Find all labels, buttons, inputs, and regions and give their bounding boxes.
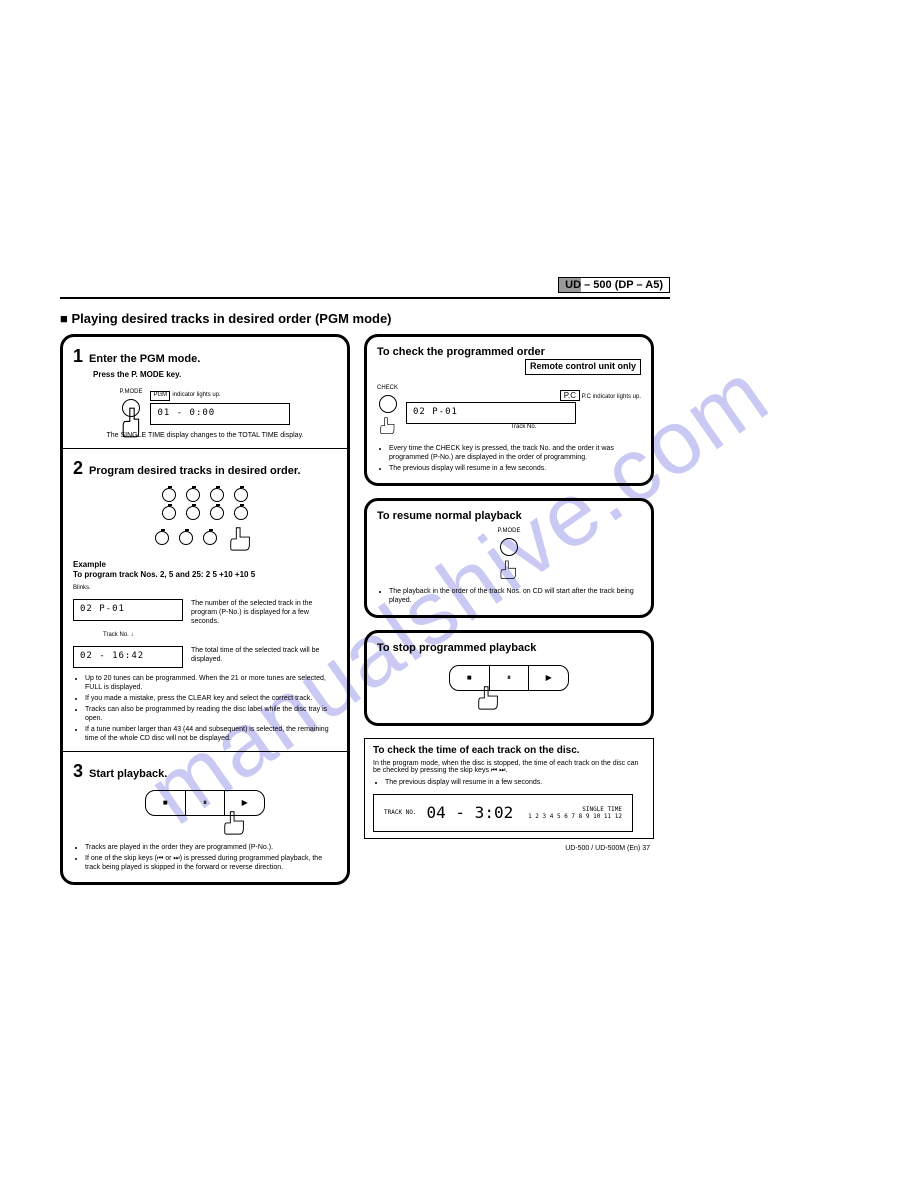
pmode-button-icon [500, 538, 518, 556]
numeric-keypad-icon [145, 488, 265, 552]
step2-disp2-note: The total time of the selected track wil… [191, 646, 337, 664]
hand-icon [475, 683, 503, 711]
step2-head: 2 Program desired tracks in desired orde… [73, 457, 337, 480]
step1-head: 1 Enter the PGM mode. [73, 345, 337, 368]
steps-box: 1 Enter the PGM mode. Press the P. MODE … [60, 334, 350, 885]
step2-bullets: Up to 20 tunes can be programmed. When t… [73, 674, 337, 744]
model-header: UD – 500 (DP – A5) [60, 275, 670, 293]
step1-subtitle: Press the P. MODE key. [93, 370, 337, 380]
pgm-indicator: PGM [150, 391, 170, 401]
step1-display: 01 - 0:00 [150, 403, 290, 425]
time-title: To check the time of each track on the d… [373, 745, 645, 756]
left-column: 1 Enter the PGM mode. Press the P. MODE … [60, 334, 350, 897]
track-time-box: To check the time of each track on the d… [364, 738, 654, 839]
resume-title: To resume normal playback [377, 509, 641, 523]
check-btn-label: CHECK [377, 385, 398, 393]
step3-bullets: Tracks are played in the order they are … [73, 843, 337, 872]
step1-title: Enter the PGM mode. [89, 352, 200, 366]
model-label: UD – 500 (DP – A5) [558, 277, 670, 293]
hand-icon [498, 558, 520, 580]
example-label: Example [73, 560, 337, 570]
check-bullets: Every time the CHECK key is pressed, the… [377, 444, 641, 473]
step2-title: Program desired tracks in desired order. [89, 464, 301, 478]
time-intro: In the program mode, when the disc is st… [373, 760, 645, 775]
pmode-button-icon [122, 399, 140, 417]
resume-box: To resume normal playback P.MODE The pla… [364, 498, 654, 618]
step3-title: Start playback. [89, 767, 167, 781]
resume-bullet: The playback in the order of the track N… [377, 587, 641, 605]
check-track-label: Track No. [406, 424, 641, 432]
pc-indicator-note: P.C P.C indicator lights up. [406, 391, 641, 402]
time-bullet: The previous display will resume in a fe… [373, 779, 645, 786]
resume-btn-label: P.MODE [377, 528, 641, 536]
check-order-box: To check the programmed order Remote con… [364, 334, 654, 486]
step2-disp1-note: The number of the selected track in the … [191, 599, 337, 626]
remote-only-badge: Remote control unit only [525, 359, 641, 375]
blinks-label: Blinks. [73, 585, 337, 593]
step2-display1: 02 P-01 [73, 599, 183, 621]
track-no-arrow: Track No. ↓ [103, 632, 337, 640]
hand-icon [221, 808, 249, 836]
pgm-indicator-note: indicator lights up. [172, 392, 220, 398]
example-text: To program track Nos. 2, 5 and 25: 2 5 +… [73, 570, 337, 580]
check-button-icon [379, 395, 397, 413]
step3-head: 3 Start playback. [73, 760, 337, 783]
right-column: To check the programmed order Remote con… [364, 334, 654, 897]
step2-display2: 02 - 16:42 [73, 646, 183, 668]
step2-number: 2 [73, 457, 83, 480]
pmode-btn-label: P.MODE [120, 389, 143, 397]
hand-icon [227, 524, 255, 552]
step3-number: 3 [73, 760, 83, 783]
stop-box: To stop programmed playback ■⏸▶ [364, 630, 654, 726]
section-title: Playing desired tracks in desired order … [60, 311, 670, 326]
step1-number: 1 [73, 345, 83, 368]
manual-page: UD – 500 (DP – A5) Playing desired track… [60, 275, 670, 897]
step1-caption: The SINGLE TIME display changes to the T… [73, 431, 337, 440]
header-rule [60, 297, 670, 299]
time-display: TRACK NO. 04 - 3:02 SINGLE TIME 1 2 3 4 … [373, 794, 633, 832]
stop-buttons-icon: ■⏸▶ [449, 665, 569, 691]
stop-title: To stop programmed playback [377, 641, 641, 655]
check-title: To check the programmed order [377, 346, 545, 358]
hand-icon [378, 415, 398, 435]
check-display: 02 P-01 [406, 402, 576, 424]
page-footer: UD-500 / UD-500M (En) 37 [364, 845, 650, 852]
